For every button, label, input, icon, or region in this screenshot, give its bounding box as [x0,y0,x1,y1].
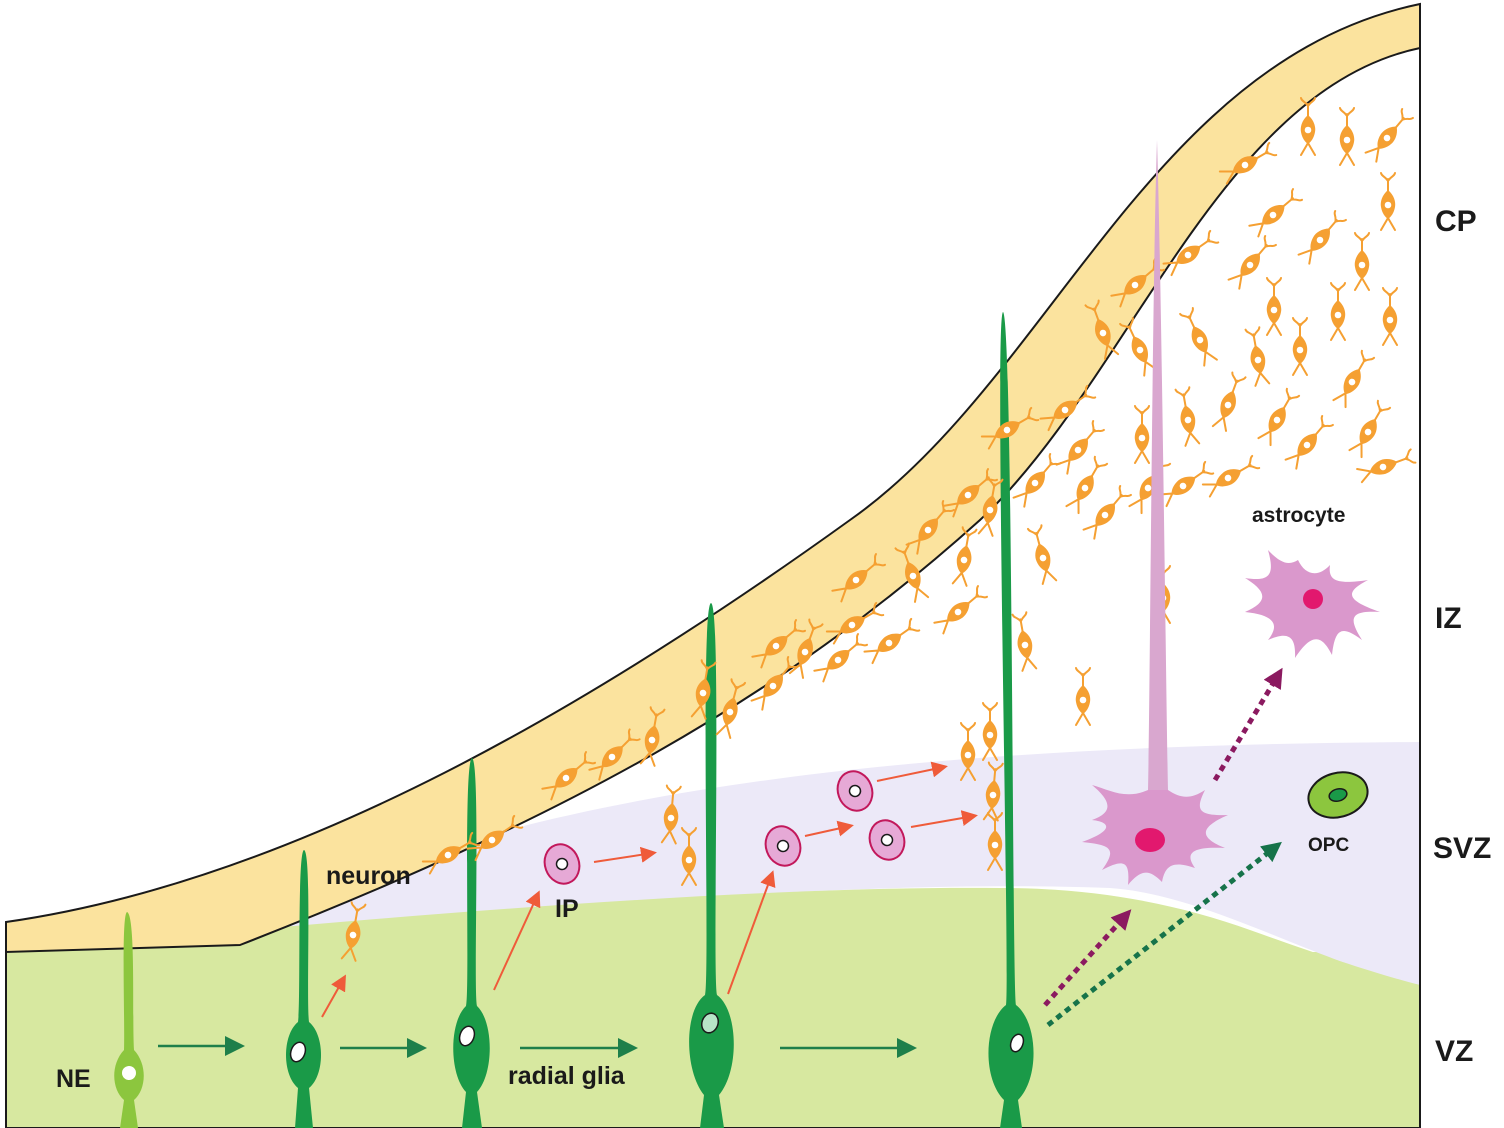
transitioning-astrocyte [1082,140,1228,885]
zone-label-iz: IZ [1435,602,1462,635]
label-ip: IP [555,895,579,923]
brain-outline [5,4,1421,1128]
label-neuron: neuron [326,862,411,890]
neuroepithelial-cell [114,912,144,1128]
label-radial-glia: radial glia [508,1062,625,1090]
label-astrocyte: astrocyte [1252,504,1346,527]
differentiation-arrows [158,1036,917,1058]
label-opc: OPC [1308,835,1350,856]
astrocyte [1245,550,1380,658]
zone-label-vz: VZ [1435,1035,1474,1068]
lineage-arrows [1043,667,1283,1027]
radial-glia-nuclei [289,1012,1025,1063]
zone-label-svz: SVZ [1433,832,1492,865]
label-ne: NE [56,1065,91,1093]
opc-cell [1307,771,1369,819]
zone-label-cp: CP [1435,205,1477,238]
neurogenesis-arrows [321,761,978,1018]
